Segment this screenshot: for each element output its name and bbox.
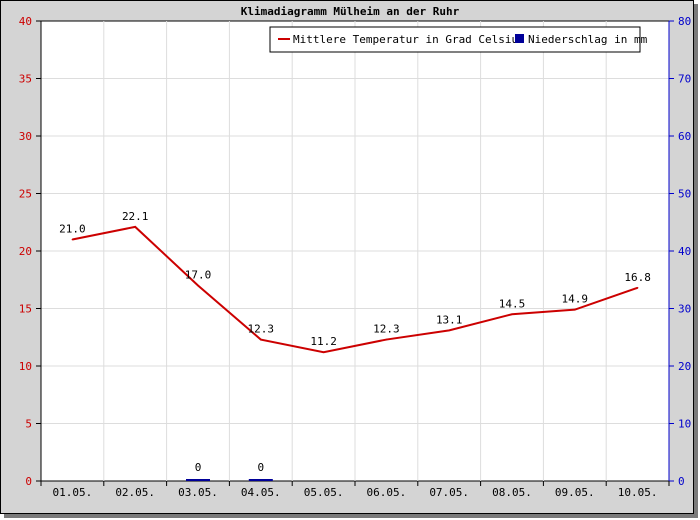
x-tick-label: 06.05. bbox=[367, 486, 407, 499]
precipitation-value-label: 0 bbox=[195, 461, 202, 474]
legend: Mittlere Temperatur in Grad Celsius Nied… bbox=[269, 26, 648, 53]
x-tick-label: 09.05. bbox=[555, 486, 595, 499]
x-tick-label: 01.05. bbox=[53, 486, 93, 499]
temperature-value-label: 12.3 bbox=[373, 323, 400, 336]
legend-precipitation-swatch bbox=[515, 34, 524, 43]
precipitation-bar bbox=[186, 479, 210, 481]
temperature-point bbox=[574, 308, 576, 311]
temperature-point bbox=[260, 338, 262, 341]
legend-box bbox=[269, 26, 641, 53]
precipitation-bar bbox=[248, 479, 273, 481]
temperature-value-label: 14.9 bbox=[562, 293, 589, 306]
temperature-value-label: 13.1 bbox=[436, 313, 463, 326]
x-tick-label: 02.05. bbox=[115, 486, 155, 499]
right-tick-label: 40 bbox=[678, 245, 691, 258]
temperature-value-label: 12.3 bbox=[248, 323, 275, 336]
temperature-point bbox=[134, 226, 136, 228]
temperature-point bbox=[197, 284, 199, 287]
x-tick-label: 08.05. bbox=[492, 486, 532, 499]
right-axis: 0 10 20 30 40 50 60 70 80 bbox=[668, 15, 691, 488]
right-tick-label: 20 bbox=[678, 360, 691, 373]
grid-lines bbox=[41, 21, 669, 481]
x-tick-label: 05.05. bbox=[304, 486, 344, 499]
precipitation-value-label: 0 bbox=[257, 461, 264, 474]
temperature-value-label: 22.1 bbox=[122, 210, 149, 223]
left-tick-label: 40 bbox=[19, 15, 32, 28]
right-tick-label: 60 bbox=[678, 130, 691, 143]
right-tick-label: 80 bbox=[678, 15, 691, 28]
right-tick-label: 70 bbox=[678, 73, 691, 86]
left-tick-label: 20 bbox=[19, 245, 32, 258]
left-tick-label: 0 bbox=[25, 475, 32, 488]
x-tick-label: 10.05. bbox=[618, 486, 658, 499]
temperature-series-line bbox=[72, 225, 638, 354]
temperature-line: 21.0 22.1 17.0 12.3 11.2 12.3 13.1 14.5 14.9 16.8 bbox=[59, 210, 651, 354]
temperature-point bbox=[511, 313, 513, 316]
legend-precipitation-label: Niederschlag in mm bbox=[528, 33, 648, 46]
right-tick-label: 50 bbox=[678, 188, 691, 201]
temperature-value-label: 16.8 bbox=[624, 271, 651, 284]
chart-title: Klimadiagramm Mülheim an der Ruhr bbox=[241, 5, 460, 18]
right-tick-label: 30 bbox=[678, 303, 691, 316]
x-tick-label: 03.05. bbox=[178, 486, 218, 499]
temperature-value-label: 11.2 bbox=[310, 335, 337, 348]
temperature-point bbox=[385, 338, 388, 341]
temperature-point bbox=[636, 287, 639, 289]
left-tick-label: 30 bbox=[19, 130, 32, 143]
temperature-value-label: 21.0 bbox=[59, 223, 86, 236]
right-tick-label: 0 bbox=[678, 475, 685, 488]
left-tick-label: 10 bbox=[19, 360, 32, 373]
temperature-point bbox=[322, 351, 325, 354]
left-tick-label: 25 bbox=[19, 188, 32, 201]
x-axis: 01.05. 02.05. 03.05. 04.05. 05.05. 06.05. 07.0… bbox=[40, 481, 670, 499]
temperature-value-label: 14.5 bbox=[499, 297, 526, 310]
legend-temperature-label: Mittlere Temperatur in Grad Celsius bbox=[293, 33, 525, 46]
temperature-value-label: 17.0 bbox=[185, 269, 212, 282]
temperature-point bbox=[448, 329, 451, 332]
right-tick-label: 10 bbox=[678, 418, 691, 431]
x-tick-label: 07.05. bbox=[429, 486, 469, 499]
left-tick-label: 35 bbox=[19, 73, 32, 86]
x-tick-label: 04.05. bbox=[241, 486, 281, 499]
left-tick-label: 5 bbox=[25, 418, 32, 431]
left-axis: 0 5 10 15 20 25 30 35 40 bbox=[19, 15, 42, 488]
left-tick-label: 15 bbox=[19, 303, 32, 316]
temperature-point bbox=[71, 238, 74, 241]
